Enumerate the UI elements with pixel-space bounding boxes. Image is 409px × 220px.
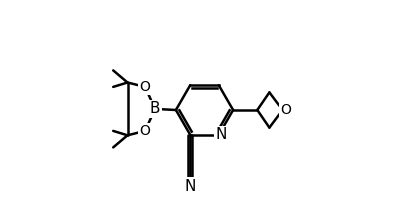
Text: B: B: [150, 101, 160, 116]
Text: N: N: [184, 179, 196, 194]
Text: O: O: [139, 80, 151, 94]
Text: O: O: [281, 103, 291, 117]
Text: O: O: [139, 124, 151, 138]
Text: N: N: [216, 127, 227, 142]
